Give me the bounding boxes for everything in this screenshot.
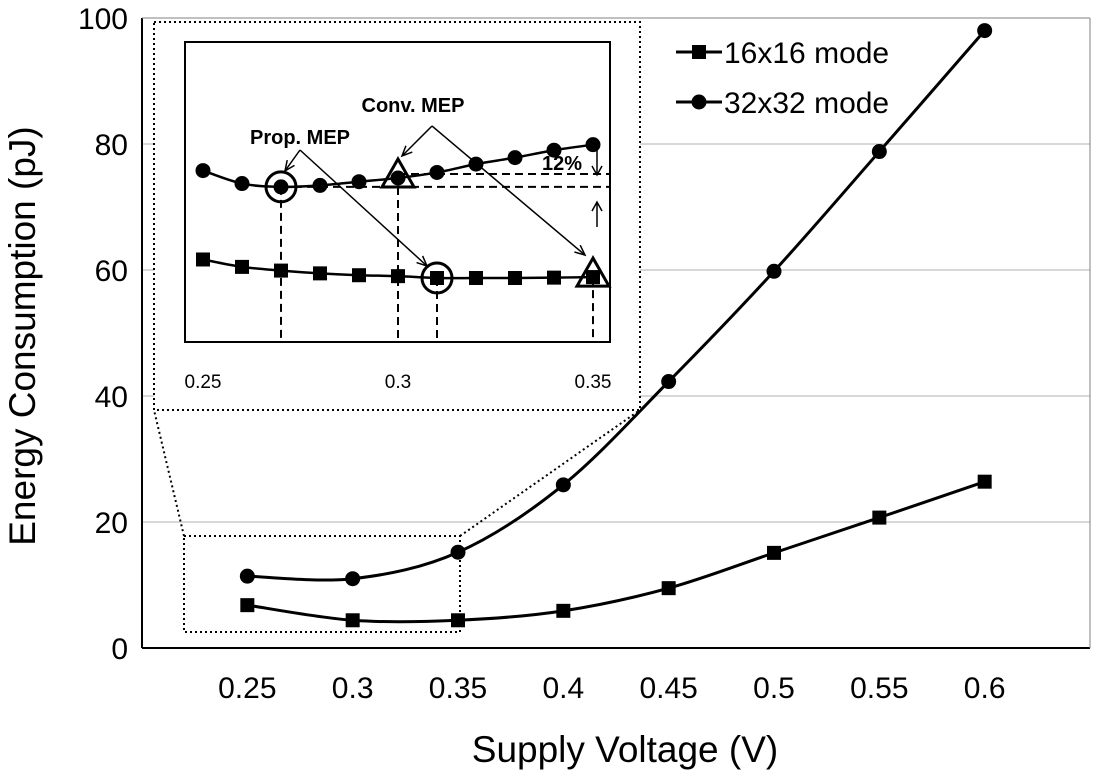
x-tick-label: 0.55 bbox=[850, 672, 908, 705]
y-tick-label: 0 bbox=[111, 633, 128, 666]
x-tick-label: 0.4 bbox=[542, 672, 584, 705]
square-marker bbox=[556, 603, 571, 618]
conv-mep-16-triangle bbox=[574, 255, 612, 288]
prop-mep-arrow-16 bbox=[299, 149, 428, 267]
zoom-region-box bbox=[183, 535, 461, 633]
circle-marker bbox=[555, 477, 571, 493]
legend-square-marker bbox=[692, 45, 706, 59]
inset-circle-marker bbox=[546, 142, 562, 158]
circle-marker bbox=[450, 544, 466, 560]
circle-marker bbox=[766, 263, 782, 279]
x-tick-label: 0.35 bbox=[429, 672, 487, 705]
square-marker bbox=[345, 613, 360, 628]
inset-circle-marker bbox=[429, 164, 445, 180]
inset-square-marker bbox=[430, 271, 444, 285]
x-tick-label: 0.5 bbox=[753, 672, 795, 705]
circle-marker bbox=[977, 23, 993, 39]
prop-mep-16-ring bbox=[420, 261, 454, 295]
gap-arrow-bottom-head bbox=[591, 200, 603, 212]
inset-circle-marker bbox=[234, 176, 250, 192]
gap-arrow-top-head bbox=[591, 165, 603, 177]
conv-mep-arrow-32-head bbox=[400, 145, 413, 158]
square-marker bbox=[872, 510, 887, 525]
inset-square-marker bbox=[547, 270, 561, 285]
legend: 16x16 mode 32x32 mode bbox=[676, 37, 889, 120]
series-line-1 bbox=[247, 29, 986, 582]
square-marker bbox=[977, 474, 992, 489]
y-axis-title: Energy Consumption (pJ) bbox=[2, 126, 43, 546]
x-tick-label: 0.6 bbox=[964, 672, 1006, 705]
inset-x-tick-label: 0.25 bbox=[185, 372, 222, 393]
square-marker bbox=[661, 581, 676, 596]
inset-x-tick-label: 0.35 bbox=[575, 372, 612, 393]
plot-area bbox=[141, 17, 1091, 649]
inset-square-marker bbox=[313, 266, 327, 281]
conv-mep-32-triangle bbox=[379, 155, 417, 189]
inset-x-tick-label: 0.3 bbox=[385, 372, 411, 393]
circle-marker bbox=[871, 144, 887, 160]
prop-mep-arrow-16-head bbox=[416, 255, 429, 268]
circle-marker bbox=[239, 568, 255, 584]
y-tick-label: 60 bbox=[95, 255, 128, 288]
inset-square-marker bbox=[196, 252, 210, 267]
inset-circle-marker bbox=[273, 179, 289, 195]
conv-mep-arrow-16 bbox=[431, 125, 586, 256]
y-tick-label: 100 bbox=[78, 3, 128, 36]
square-marker bbox=[767, 545, 781, 560]
inset-circle-marker bbox=[195, 163, 211, 179]
circle-marker bbox=[345, 571, 361, 587]
difference-label: 12% bbox=[542, 153, 582, 175]
y-tick-label: 20 bbox=[95, 507, 128, 540]
x-tick-label: 0.45 bbox=[639, 672, 697, 705]
conv-mep-label: Conv. MEP bbox=[362, 95, 465, 117]
series-line-0 bbox=[247, 480, 986, 624]
legend-label: 16x16 mode bbox=[724, 37, 889, 70]
prop-mep-label: Prop. MEP bbox=[250, 127, 350, 149]
square-marker bbox=[451, 613, 465, 628]
conv-mep-arrow-32 bbox=[401, 125, 433, 157]
zoom-connector-right bbox=[459, 409, 641, 537]
tick-labels: 0 20 40 60 80 100 0.25 0.3 0.35 0.4 0.45 0.5 0.55 0.6 bbox=[78, 3, 1006, 705]
prop-mep-32-ring bbox=[264, 170, 298, 204]
x-tick-label: 0.25 bbox=[218, 672, 276, 705]
prop-mep-arrow-32 bbox=[284, 149, 301, 172]
zoom-connector-left bbox=[153, 409, 185, 537]
inset-circle-marker bbox=[585, 137, 601, 153]
legend-circle-marker bbox=[691, 94, 707, 110]
x-tick-label: 0.3 bbox=[332, 672, 374, 705]
square-marker bbox=[240, 598, 255, 613]
inset-circle-marker bbox=[351, 174, 367, 190]
inset-square-marker bbox=[391, 269, 405, 284]
x-axis-title: Supply Voltage (V) bbox=[472, 729, 778, 770]
prop-mep-arrow-32-head bbox=[283, 159, 295, 173]
inset-square-marker bbox=[235, 259, 249, 274]
circle-marker bbox=[661, 374, 677, 390]
legend-label: 32x32 mode bbox=[724, 87, 889, 120]
y-tick-label: 80 bbox=[95, 129, 128, 162]
inset-square-marker bbox=[274, 263, 288, 278]
inset-square-marker bbox=[469, 271, 483, 285]
inset-circle-marker bbox=[312, 177, 328, 193]
inset-zoom-panel: 0.25 0.3 0.35 Prop. MEP Conv. MEP 12% bbox=[153, 21, 641, 411]
conv-mep-arrow-16-head bbox=[574, 244, 587, 257]
inset-square-marker bbox=[352, 268, 366, 283]
inset-circle-marker bbox=[390, 170, 406, 186]
y-tick-label: 40 bbox=[95, 381, 128, 414]
inset-square-marker bbox=[586, 270, 600, 285]
inset-square-marker bbox=[508, 271, 522, 285]
inset-circle-marker bbox=[507, 150, 523, 166]
